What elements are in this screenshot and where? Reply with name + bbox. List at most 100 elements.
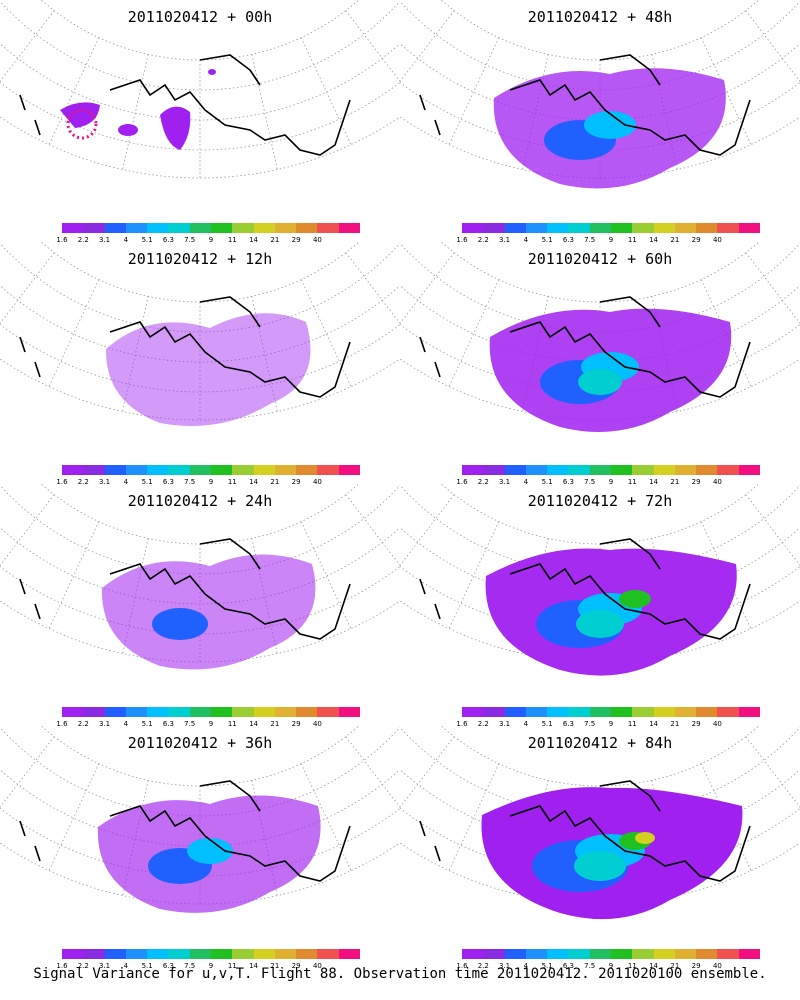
colorbar-tick-label: 4 <box>123 478 129 486</box>
colorbar-swatch <box>189 223 211 233</box>
colorbar-tick-label: 21 <box>670 236 680 244</box>
colorbar-swatch <box>147 223 169 233</box>
colorbar-tick-label: 21 <box>670 720 680 728</box>
colorbar-swatch <box>338 465 360 475</box>
colorbar-swatch <box>504 465 526 475</box>
colorbar-swatch <box>274 465 297 475</box>
colorbar-tick-label: 2.2 <box>477 720 489 728</box>
colorbar-swatch <box>232 465 254 475</box>
polar-map <box>0 242 400 426</box>
colorbar-tick-label: 5.1 <box>141 478 153 486</box>
colorbar-tick-label: 29 <box>691 720 701 728</box>
colorbar-tick-label: 11 <box>227 478 237 486</box>
colorbar-tick-label: 1.6 <box>56 478 68 486</box>
variance-field <box>489 308 732 432</box>
colorbar-tick-label: 2.2 <box>477 236 489 244</box>
colorbar-tick-label: 11 <box>227 962 237 970</box>
colorbar-tick-label: 7.5 <box>184 236 196 244</box>
colorbar-swatch <box>674 707 697 717</box>
colorbar <box>462 465 760 475</box>
colorbar-tick-label: 9 <box>608 478 614 486</box>
colorbar-tick-label: 3.1 <box>498 236 511 244</box>
colorbar-swatch <box>125 707 148 717</box>
colorbar <box>462 707 760 717</box>
variance-field <box>101 554 316 670</box>
map-panel: 2011020412 + 48h 1.6 2.2 3.1 4 5.1 6.3 7.5 9 11 14… <box>400 0 800 244</box>
colorbar-labels: 1.6 2.2 3.1 4 5.1 6.3 7.5 9 11 14 21 29 40 <box>456 236 760 246</box>
colorbar-swatch <box>253 465 275 475</box>
colorbar-tick-label: 29 <box>691 962 701 970</box>
colorbar-tick-label: 1.6 <box>56 236 68 244</box>
colorbar-tick-label: 5.1 <box>141 962 153 970</box>
colorbar-tick-label: 6.3 <box>562 236 574 244</box>
colorbar-swatch <box>83 949 105 959</box>
colorbar-tick-label: 7.5 <box>184 478 196 486</box>
colorbar-swatch <box>274 949 297 959</box>
colorbar <box>462 223 760 233</box>
colorbar-swatch <box>462 465 484 475</box>
map-panel: 2011020412 + 72h 1.6 2.2 3.1 4 5.1 6.3 7.5 9 11 14… <box>400 484 800 728</box>
colorbar-tick-label: 29 <box>691 478 701 486</box>
colorbar <box>62 223 360 233</box>
colorbar-tick-label: 2.2 <box>477 962 489 970</box>
colorbar-tick-label: 40 <box>712 236 722 244</box>
colorbar-tick-label: 1.6 <box>456 720 468 728</box>
panel-title: 2011020412 + 72h <box>527 492 673 510</box>
colorbar-swatch <box>104 949 126 959</box>
colorbar-tick-label: 3.1 <box>98 720 111 728</box>
colorbar-tick-label: 3.1 <box>498 478 511 486</box>
colorbar-swatch <box>547 949 569 959</box>
colorbar-swatch <box>317 949 339 959</box>
colorbar-tick-label: 29 <box>291 478 301 486</box>
colorbar-swatch <box>717 465 739 475</box>
colorbar-swatch <box>104 465 126 475</box>
colorbar-swatch <box>274 223 297 233</box>
polar-map <box>400 0 800 189</box>
colorbar-tick-label: 3.1 <box>498 720 511 728</box>
colorbar-tick-label: 9 <box>208 720 214 728</box>
colorbar-tick-label: 5.1 <box>541 478 553 486</box>
colorbar-tick-label: 7.5 <box>184 720 196 728</box>
colorbar-swatch <box>653 949 675 959</box>
colorbar-swatch <box>462 707 484 717</box>
colorbar-tick-label: 14 <box>649 478 659 486</box>
colorbar-tick-label: 6.3 <box>162 478 174 486</box>
colorbar-swatch <box>525 223 548 233</box>
colorbar-tick-label: 29 <box>291 720 301 728</box>
colorbar-tick-label: 11 <box>627 962 637 970</box>
colorbar-tick-label: 6.3 <box>162 720 174 728</box>
colorbar-swatch <box>547 707 569 717</box>
colorbar-swatch <box>83 223 105 233</box>
colorbar-swatch <box>232 949 254 959</box>
map-panel: 2011020412 + 84h 1.6 2.2 3.1 4 5.1 6.3 7.5 9 11 14… <box>400 726 800 970</box>
colorbar-tick-label: 1.6 <box>456 236 468 244</box>
colorbar-tick-label: 29 <box>291 236 301 244</box>
panel-title: 2011020412 + 12h <box>127 250 273 268</box>
colorbar-swatch <box>717 707 739 717</box>
colorbar-swatch <box>104 223 126 233</box>
colorbar-tick-label: 14 <box>249 478 259 486</box>
panel-title: 2011020412 + 60h <box>527 250 673 268</box>
colorbar-swatch <box>696 465 718 475</box>
colorbar <box>62 707 360 717</box>
colorbar-swatch <box>504 949 526 959</box>
colorbar-tick-label: 3.1 <box>498 962 511 970</box>
colorbar <box>62 949 360 959</box>
colorbar-swatch <box>317 707 339 717</box>
colorbar-swatch <box>568 707 590 717</box>
colorbar-tick-label: 3.1 <box>98 236 111 244</box>
variance-field <box>97 795 321 913</box>
colorbar-swatch <box>338 223 360 233</box>
colorbar-tick-label: 6.3 <box>562 478 574 486</box>
colorbar-swatch <box>738 949 760 959</box>
colorbar-tick-label: 21 <box>670 962 680 970</box>
colorbar-tick-label: 2.2 <box>477 478 489 486</box>
colorbar-swatch <box>547 465 569 475</box>
colorbar-tick-label: 11 <box>627 478 637 486</box>
colorbar-swatch <box>483 707 505 717</box>
colorbar-swatch <box>610 465 633 475</box>
panel-title: 2011020412 + 36h <box>127 734 273 752</box>
colorbar-swatch <box>568 223 590 233</box>
colorbar-swatch <box>504 223 526 233</box>
colorbar-swatch <box>483 223 505 233</box>
